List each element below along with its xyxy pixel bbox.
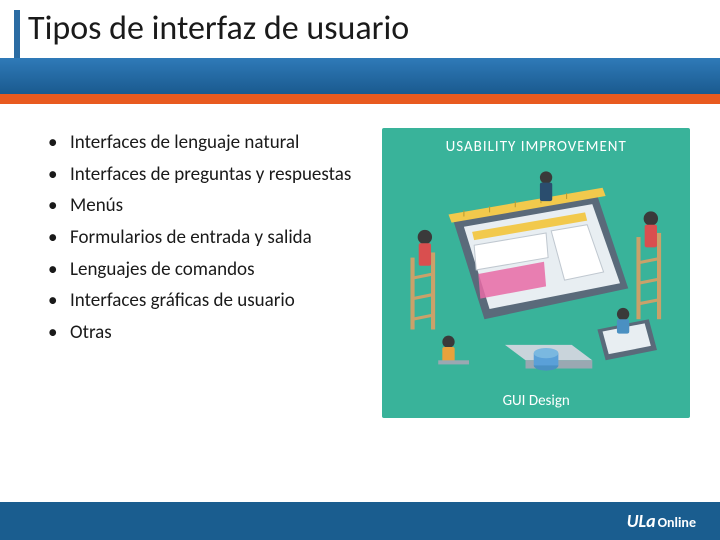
title-accent-bar <box>14 10 20 58</box>
list-item: Otras <box>70 320 364 346</box>
list-item: Lenguajes de comandos <box>70 257 364 283</box>
illustration-box: USABILITY IMPROVEMENT <box>382 128 690 418</box>
list-item: Formularios de entrada y salida <box>70 225 364 251</box>
illustration-container: USABILITY IMPROVEMENT <box>374 120 720 500</box>
list-item: Menús <box>70 193 364 219</box>
header-blue-band <box>0 58 720 94</box>
gui-design-illustration-icon <box>392 163 680 383</box>
bullet-list: Interfaces de lenguaje natural Interface… <box>0 120 374 500</box>
list-item: Interfaces gráficas de usuario <box>70 288 364 314</box>
illustration-bottom-label: GUI Design <box>382 392 690 410</box>
list-item: Interfaces de lenguaje natural <box>70 130 364 156</box>
illustration-top-label: USABILITY IMPROVEMENT <box>382 138 690 156</box>
slide-header: Tipos de interfaz de usuario <box>0 0 720 110</box>
footer-suffix: Online <box>658 514 696 531</box>
slide-footer: ULaOnline <box>0 502 720 540</box>
header-orange-band <box>0 94 720 104</box>
footer-logo: ULaOnline <box>627 510 696 532</box>
isometric-scene <box>392 163 680 383</box>
list-item: Interfaces de preguntas y respuestas <box>70 162 364 188</box>
slide-content: Interfaces de lenguaje natural Interface… <box>0 120 720 500</box>
footer-brand: ULa <box>627 510 656 532</box>
slide-title: Tipos de interfaz de usuario <box>28 8 409 49</box>
